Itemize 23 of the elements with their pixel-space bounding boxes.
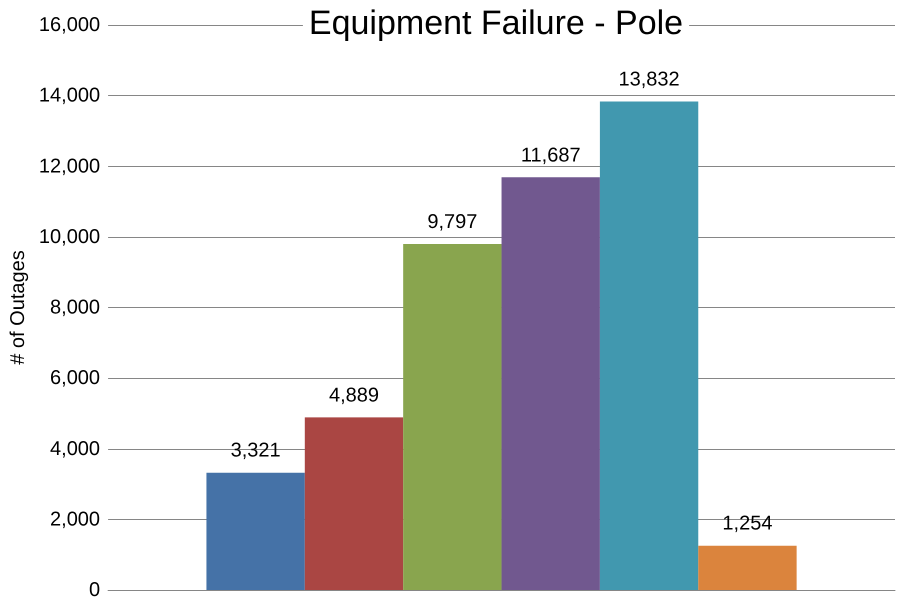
y-tick-label: 6,000: [50, 367, 100, 390]
y-tick-label: 8,000: [50, 296, 100, 318]
bar: [206, 472, 305, 590]
bar: [600, 102, 698, 590]
bar: [304, 417, 404, 590]
y-tick-label: 4,000: [50, 438, 100, 460]
data-label: 1,254: [722, 512, 772, 535]
y-tick-label: 10,000: [38, 226, 100, 248]
data-label: 11,687: [520, 144, 581, 166]
data-label: 13,832: [618, 68, 680, 91]
data-label: 3,321: [230, 440, 281, 462]
bar: [502, 177, 600, 590]
bar: [698, 546, 797, 590]
chart-title: Equipment Failure - Pole: [308, 4, 684, 42]
y-tick-label: 0: [88, 579, 100, 600]
y-tick-label: 12,000: [38, 155, 100, 178]
y-axis-title: # of Outages: [7, 250, 29, 365]
y-tick-label: 14,000: [38, 84, 100, 107]
data-label: 9,797: [427, 211, 478, 234]
data-label: 4,889: [328, 384, 380, 406]
bar: [403, 244, 502, 590]
y-tick-label: 2,000: [50, 508, 100, 530]
y-tick-label: 16,000: [38, 14, 100, 36]
